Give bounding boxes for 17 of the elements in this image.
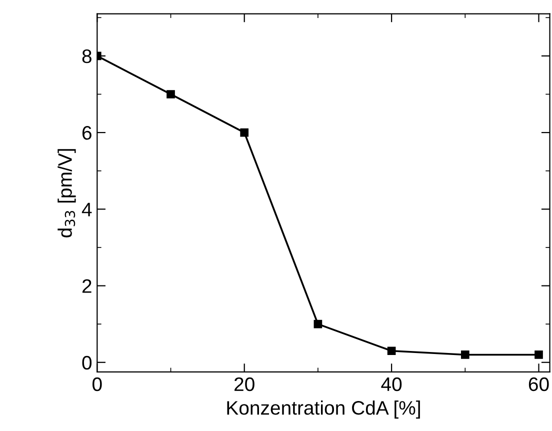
x-axis-title: Konzentration CdA [%] [227, 400, 420, 419]
point [166, 90, 175, 98]
x-tick-label: 40 [381, 377, 402, 392]
y-tick-label: 4 [82, 202, 92, 216]
point [314, 320, 322, 328]
point [240, 128, 249, 137]
x-tick-label: 20 [234, 377, 254, 392]
y-tick-label: 6 [82, 126, 92, 140]
x-tick-label: 60 [528, 377, 549, 392]
point [460, 350, 470, 359]
y-tick-label: 0 [82, 356, 92, 370]
y-tick-label: 8 [82, 49, 92, 64]
y-axis-title: d$_{33}$ [pm/V] [58, 149, 76, 238]
point [534, 350, 543, 359]
y-tick-label: 2 [82, 279, 92, 293]
x-tick-label: 0 [92, 377, 102, 392]
point [387, 346, 396, 356]
